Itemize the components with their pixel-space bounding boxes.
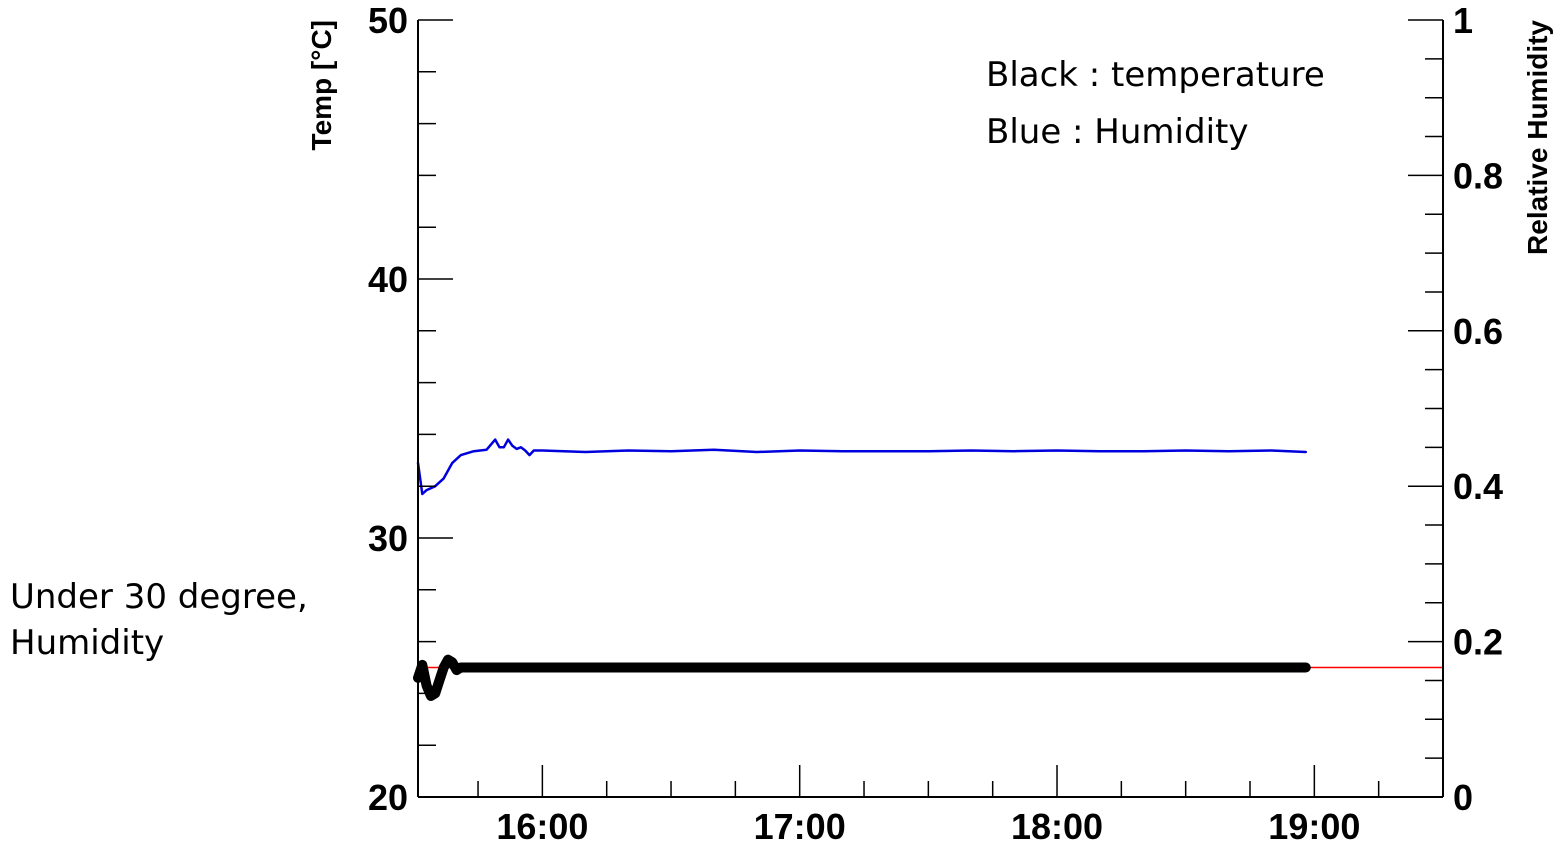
x-tick-label: 16:00: [496, 806, 588, 843]
series-line-temperature: [413, 654, 1311, 701]
series-line-humidity: [416, 438, 1308, 496]
y-tick-label: 20: [368, 777, 408, 818]
side-annotation-line-1: Under 30 degree,: [10, 577, 308, 617]
x-tick-label: 18:00: [1011, 806, 1103, 843]
y2-tick-label: 0.8: [1453, 155, 1503, 196]
y2-tick-label: 0.2: [1453, 622, 1503, 663]
y2-tick-label: 0.4: [1453, 466, 1503, 507]
side-annotation: Under 30 degree, Humidity: [10, 574, 390, 666]
x-axis: 16:00 17:00 18:00 19:00: [477, 765, 1444, 843]
x-tick-label: 17:00: [754, 806, 846, 843]
x-tick-label: 19:00: [1268, 806, 1360, 843]
y2-tick-label: 1: [1453, 0, 1473, 41]
y-axis-left: 20 30 40 50: [368, 0, 453, 818]
y-tick-label: 40: [368, 259, 408, 300]
legend-entry-humidity: Blue : Humidity: [986, 112, 1248, 152]
series-layer: [413, 438, 1311, 701]
y2-tick-label: 0: [1453, 777, 1473, 818]
legend-entry-temperature: Black : temperature: [986, 55, 1325, 95]
y-axis-right-title: Relative Humidity: [1522, 20, 1553, 255]
y2-tick-label: 0.6: [1453, 311, 1503, 352]
y-axis-left-title: Temp [°C]: [306, 20, 337, 150]
side-annotation-line-2: Humidity: [10, 623, 165, 663]
y-tick-label: 50: [368, 0, 408, 41]
plot-frame: [417, 20, 1444, 798]
y-axis-right: 0 0.2 0.4 0.6 0.8 1: [1408, 0, 1503, 818]
y-tick-label: 30: [368, 518, 408, 559]
